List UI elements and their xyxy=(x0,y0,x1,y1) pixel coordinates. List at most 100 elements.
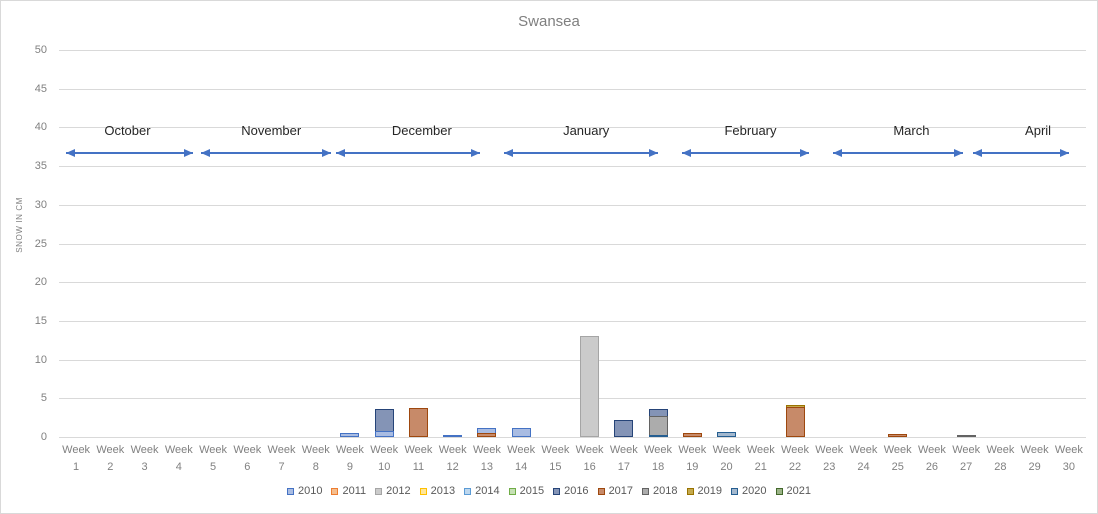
legend-label: 2017 xyxy=(608,485,634,497)
arrowhead-right-icon xyxy=(183,149,193,157)
gridline xyxy=(59,166,1086,168)
legend-swatch-icon xyxy=(287,487,294,495)
legend-label: 2012 xyxy=(386,485,411,497)
legend-swatch-icon xyxy=(642,487,650,495)
month-label: February xyxy=(724,123,777,138)
legend-label: 2011 xyxy=(342,485,367,497)
month-range-arrow xyxy=(336,149,481,157)
legend-item-2018: 2018 xyxy=(642,485,678,497)
x-axis-label: Week 15 xyxy=(541,444,570,473)
x-axis-label: Week 16 xyxy=(575,444,604,473)
month-range-arrow xyxy=(832,149,963,157)
legend-swatch-icon xyxy=(419,487,427,495)
legend-item-2020: 2020 xyxy=(731,485,767,497)
bar-week-18-2020 xyxy=(648,434,668,437)
arrowhead-right-icon xyxy=(1059,149,1069,157)
legend-swatch-icon xyxy=(375,487,383,495)
x-axis-label: Week 30 xyxy=(1054,444,1083,473)
legend-item-2012: 2012 xyxy=(375,485,411,497)
gridline xyxy=(59,320,1086,322)
y-tick-label: 0 xyxy=(40,431,47,443)
y-tick-label: 25 xyxy=(34,237,47,250)
arrowhead-left-icon xyxy=(201,149,211,157)
month-label: March xyxy=(893,123,930,138)
x-axis-label: Week 11 xyxy=(404,444,433,473)
arrowhead-right-icon xyxy=(322,149,332,157)
bar-week-12-2010 xyxy=(443,434,463,437)
gridline xyxy=(59,50,1086,51)
bar-week-19-2017 xyxy=(682,433,702,437)
bar-week-20-2020 xyxy=(717,432,737,437)
x-axis-label: Week 22 xyxy=(781,444,809,473)
bar-week-27-2018 xyxy=(956,435,976,438)
bar-week-9-2010 xyxy=(340,433,360,437)
legend-label: 2013 xyxy=(430,485,456,497)
x-axis-label: Week 21 xyxy=(746,444,775,473)
y-tick-label: 35 xyxy=(34,160,47,173)
legend-item-2017: 2017 xyxy=(597,485,634,497)
x-axis-label: Week 28 xyxy=(986,444,1015,473)
legend-swatch-icon xyxy=(508,487,516,495)
arrowhead-right-icon xyxy=(471,149,481,157)
y-tick-label: 50 xyxy=(34,44,47,56)
gridline xyxy=(59,127,1086,129)
legend-item-2016: 2016 xyxy=(553,485,589,497)
x-axis-label: Week 25 xyxy=(883,444,912,473)
x-axis-label: Week 7 xyxy=(267,444,296,473)
x-axis-label: Week 26 xyxy=(917,444,946,473)
gridline xyxy=(59,243,1086,245)
arrowhead-right-icon xyxy=(799,149,809,157)
bar-week-13-2017 xyxy=(477,433,497,437)
x-axis-label: Week 14 xyxy=(507,444,536,473)
bar-week-11-2017 xyxy=(408,407,428,437)
legend-label: 2016 xyxy=(564,485,589,497)
x-axis-label: Week 3 xyxy=(130,444,159,473)
x-axis-label: Week 23 xyxy=(815,444,844,473)
bar-week-14-2010 xyxy=(511,428,531,437)
arrowhead-left-icon xyxy=(682,149,692,157)
gridline xyxy=(59,437,1086,438)
x-axis-label: Week 9 xyxy=(336,444,364,473)
x-axis-label: Week 18 xyxy=(644,444,673,473)
x-axis-label: Week 17 xyxy=(609,444,638,473)
legend-swatch-icon xyxy=(775,487,783,495)
legend-item-2010: 2010 xyxy=(287,485,322,497)
gridline xyxy=(59,204,1086,206)
legend-item-2014: 2014 xyxy=(464,485,500,497)
month-label: October xyxy=(104,123,151,138)
month-range-arrow xyxy=(973,149,1069,157)
x-axis-label: Week 8 xyxy=(301,444,330,473)
x-axis-label: Week 1 xyxy=(62,444,91,473)
legend-swatch-icon xyxy=(553,487,561,495)
arrowhead-left-icon xyxy=(504,149,514,157)
bar-week-25-2017 xyxy=(888,433,908,437)
x-axis-label: Week 10 xyxy=(370,444,399,473)
gridline xyxy=(59,359,1086,361)
x-axis-label: Week 2 xyxy=(96,444,125,473)
legend-swatch-icon xyxy=(464,487,472,495)
month-label: April xyxy=(1025,123,1052,138)
arrowhead-right-icon xyxy=(649,149,659,157)
gridline xyxy=(59,282,1086,284)
legend-swatch-icon xyxy=(731,487,739,495)
month-label: December xyxy=(391,123,452,138)
y-tick-label: 5 xyxy=(40,392,47,405)
legend-swatch-icon xyxy=(331,487,339,495)
legend-item-2019: 2019 xyxy=(686,485,723,497)
month-range-arrow xyxy=(201,149,332,157)
gridline xyxy=(59,88,1086,90)
y-tick-label: 30 xyxy=(34,198,47,211)
legend-label: 2019 xyxy=(697,485,723,497)
legend-label: 2015 xyxy=(519,485,545,497)
x-axis-label: Week 5 xyxy=(199,444,227,473)
arrowhead-left-icon xyxy=(973,149,983,157)
y-tick-label: 15 xyxy=(34,314,47,327)
x-axis-label: Week 29 xyxy=(1020,444,1049,473)
y-tick-label: 45 xyxy=(34,82,47,95)
x-axis-label: Week 6 xyxy=(233,444,262,473)
legend-label: 2021 xyxy=(786,485,811,497)
legend-label: 2020 xyxy=(742,485,767,497)
arrowhead-left-icon xyxy=(65,149,75,157)
y-tick-label: 10 xyxy=(34,353,47,366)
